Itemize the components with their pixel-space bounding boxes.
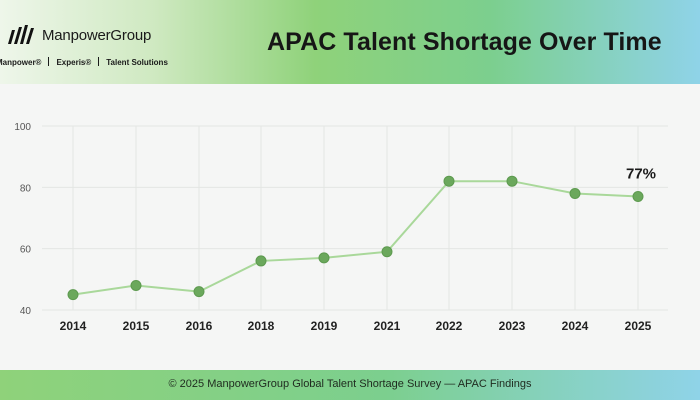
data-point	[381, 246, 393, 258]
brand-experis: Experis®	[56, 58, 92, 67]
data-point	[318, 252, 330, 264]
x-tick-label: 2019	[311, 319, 338, 333]
x-tick-label: 2016	[186, 319, 213, 333]
footer-bar: © 2025 ManpowerGroup Global Talent Short…	[0, 370, 700, 400]
chart-panel	[0, 84, 700, 370]
data-point	[193, 286, 205, 298]
logo-text: ManpowerGroup	[42, 26, 152, 44]
x-tick-label: 2023	[499, 319, 526, 333]
x-tick-label: 2018	[248, 319, 275, 333]
series-line	[72, 180, 639, 296]
data-point	[506, 175, 518, 187]
brand-manpower: Manpower®	[0, 58, 42, 67]
y-tick-label: 60	[20, 245, 32, 256]
manpowergroup-logo: ManpowerGroup	[6, 20, 151, 50]
data-point	[67, 289, 79, 301]
x-tick-label: 2024	[562, 319, 589, 333]
line-chart: 40 60 80 100 2014 2015 2016 2018 2019 2021 2022 202…	[14, 122, 668, 333]
data-point	[632, 191, 644, 203]
x-tick-label: 2014	[60, 319, 87, 333]
brand-divider	[48, 57, 50, 66]
x-tick-label: 2015	[123, 319, 150, 333]
page-title: APAC Talent Shortage Over Time	[267, 28, 662, 56]
footer-text: © 2025 ManpowerGroup Global Talent Short…	[168, 378, 532, 390]
x-tick-label: 2022	[436, 319, 463, 333]
data-point	[255, 255, 267, 267]
y-tick-label: 80	[20, 183, 32, 194]
y-tick-label: 40	[20, 306, 32, 317]
brand-divider	[98, 57, 100, 66]
brand-list: Manpower® Experis® Talent Solutions	[0, 57, 168, 67]
header-banner: ManpowerGroup Manpower® Experis® Talent So…	[0, 0, 700, 84]
data-point	[569, 187, 581, 199]
y-tick-label: 100	[14, 122, 31, 133]
x-tick-label: 2021	[374, 319, 401, 333]
x-tick-label: 2025	[625, 319, 652, 333]
brand-talent-solutions: Talent Solutions	[106, 58, 168, 67]
data-label-2025: 77%	[626, 166, 656, 183]
manpowergroup-logo-icon	[8, 25, 34, 44]
data-point	[443, 175, 455, 187]
data-point	[130, 279, 142, 291]
